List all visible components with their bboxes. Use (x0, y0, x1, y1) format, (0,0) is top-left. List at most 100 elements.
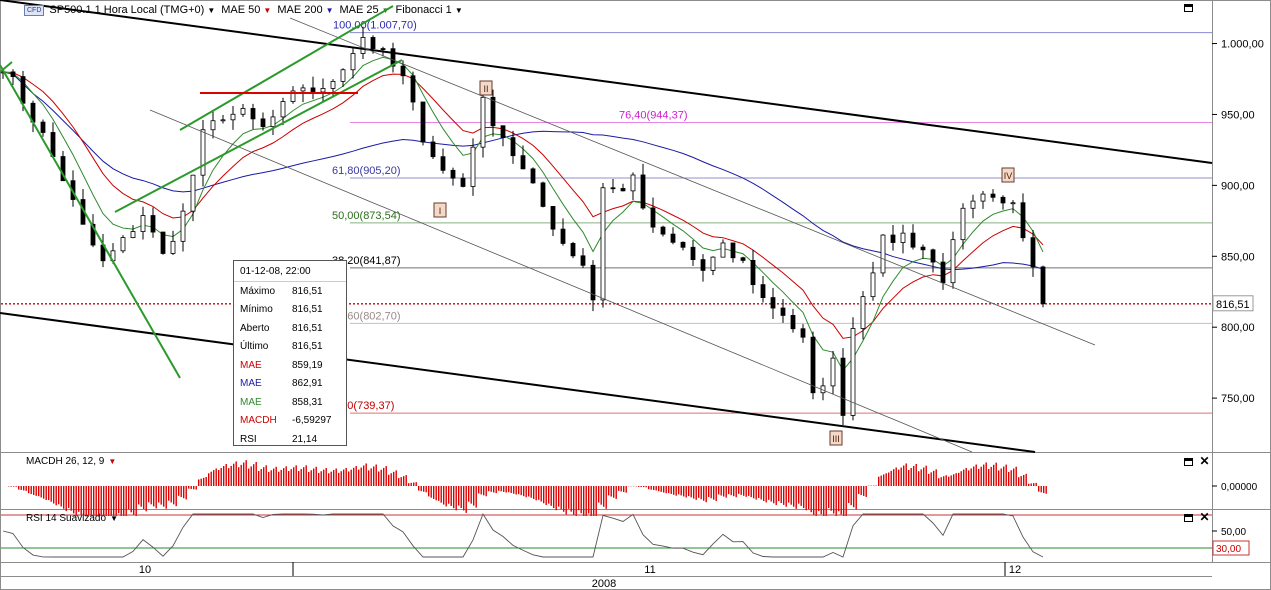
macd-bar (345, 467, 347, 486)
macd-bar (930, 472, 932, 486)
macd-bar (378, 471, 380, 486)
macd-bar (18, 486, 20, 490)
macd-bar (95, 486, 97, 516)
macd-bar (835, 486, 837, 516)
tooltip-key: MACDH (240, 415, 277, 427)
macd-bar (75, 486, 77, 516)
macd-bar (168, 486, 170, 501)
macd-bar (323, 469, 325, 486)
macd-bar (80, 486, 82, 516)
macd-bar (20, 486, 22, 490)
macd-bar (520, 486, 522, 496)
chevron-down-icon: ▼ (207, 5, 216, 15)
indicator-mae-200[interactable]: MAE 200 ▼ (277, 4, 333, 16)
macd-bar (705, 486, 707, 503)
macd-bar (270, 470, 272, 486)
maximize-main-panel-button[interactable] (1184, 4, 1193, 12)
tooltip-row: Máximo 816,51 (234, 282, 346, 301)
macd-bar (448, 486, 450, 504)
macd-bar (445, 486, 447, 507)
macd-bar (965, 467, 967, 486)
macd-bar (823, 486, 825, 516)
macd-bar (993, 464, 995, 486)
macd-bar (45, 486, 47, 500)
macd-bar (950, 475, 952, 486)
wave-label-box (829, 430, 843, 446)
macd-bar (1013, 468, 1015, 486)
macd-bar (10, 486, 12, 487)
close-macd-panel-button[interactable]: ✕ (1199, 454, 1210, 468)
symbol-selector[interactable]: CFD SP500.1 1 Hora Local (TMG+0) ▼ (24, 4, 215, 16)
macd-bar (623, 486, 625, 493)
candle (360, 37, 366, 54)
macd-bar (563, 486, 565, 512)
macd-bar (1000, 468, 1002, 486)
macd-bar (235, 461, 237, 486)
macd-bar (915, 463, 917, 486)
indicator-mae-50[interactable]: MAE 50 ▼ (221, 4, 271, 16)
wave-label-box (479, 80, 493, 96)
candle (260, 118, 266, 128)
macd-bar (88, 486, 90, 516)
macd-bar (945, 475, 947, 486)
macd-bar (433, 486, 435, 499)
candle (760, 284, 766, 298)
macd-bar (588, 486, 590, 514)
macd-bar (590, 486, 592, 516)
macd-bar (825, 486, 827, 516)
candle (770, 297, 776, 309)
macd-bar (438, 486, 440, 501)
candle (970, 200, 976, 209)
rsi-level-box (1212, 540, 1250, 556)
fibonacci-label: 61,80(905,20) (332, 165, 401, 177)
macd-bar (863, 486, 865, 496)
macd-bar (693, 486, 695, 499)
macd-bar (820, 486, 822, 515)
macd-bar (163, 486, 165, 507)
macd-bar (850, 486, 852, 506)
macd-bar (548, 486, 550, 504)
macd-bar (990, 466, 992, 486)
close-rsi-panel-button[interactable]: ✕ (1199, 510, 1210, 524)
macd-bar (13, 486, 15, 487)
macd-bar (855, 486, 857, 510)
macd-bar (883, 474, 885, 486)
candle (590, 264, 596, 301)
macd-bar (225, 464, 227, 486)
macd-bar (180, 486, 182, 497)
macd-panel-title[interactable]: MACDH 26, 12, 9 ▼ (26, 456, 116, 467)
macd-bar (285, 466, 287, 486)
indicator-mae-25[interactable]: MAE 25 ▼ (339, 4, 389, 16)
macd-bar (133, 486, 135, 516)
macd-bar (998, 470, 1000, 486)
macd-bar (540, 486, 542, 502)
macd-bar (853, 486, 855, 508)
tooltip-value: 816,51 (292, 322, 323, 334)
candle (680, 241, 686, 248)
macd-bar (848, 486, 850, 503)
macd-bar (655, 486, 657, 491)
macd-bar (670, 486, 672, 494)
maximize-rsi-panel-button[interactable] (1184, 514, 1193, 522)
macd-bar (743, 486, 745, 496)
indicator-fibonacci[interactable]: Fibonacci 1 ▼ (396, 4, 463, 16)
macd-bar (748, 486, 750, 496)
chevron-down-icon: ▼ (454, 5, 463, 15)
macd-bar (340, 471, 342, 486)
macd-bar (673, 486, 675, 495)
macd-bar (730, 486, 732, 496)
macd-bar (525, 486, 527, 498)
rsi-panel-title[interactable]: RSI 14 Suavizado ▼ (26, 513, 118, 524)
macd-bar (288, 471, 290, 486)
macd-bar (125, 486, 127, 516)
macd-bar (1030, 483, 1032, 486)
macd-bar (265, 465, 267, 486)
macd-bar (58, 486, 60, 505)
macd-bar (543, 486, 545, 504)
macd-bar (775, 486, 777, 506)
maximize-macd-panel-button[interactable] (1184, 458, 1193, 466)
macd-bar (320, 471, 322, 486)
tooltip-value: 858,31 (292, 396, 323, 408)
macd-bar (640, 486, 642, 488)
